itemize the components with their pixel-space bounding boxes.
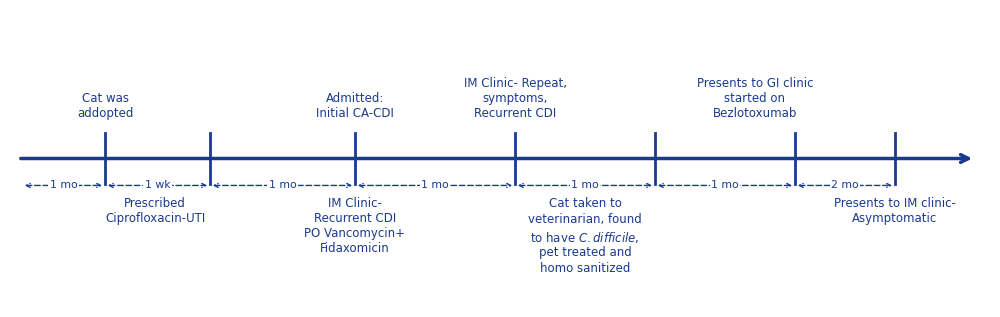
Text: 1 mo: 1 mo (571, 180, 599, 191)
Text: 1 mo: 1 mo (269, 180, 296, 191)
Text: Prescribed
Ciprofloxacin-UTI: Prescribed Ciprofloxacin-UTI (105, 197, 205, 224)
Text: homo sanitized: homo sanitized (540, 262, 630, 275)
Text: veterinarian, found: veterinarian, found (528, 213, 642, 226)
Text: 1 mo: 1 mo (711, 180, 739, 191)
Text: 2 mo: 2 mo (831, 180, 859, 191)
Text: to have $\it{C. difficile}$,: to have $\it{C. difficile}$, (530, 230, 640, 244)
Text: 1 mo: 1 mo (50, 180, 77, 191)
Text: Cat taken to: Cat taken to (549, 197, 621, 210)
Text: 1 wk: 1 wk (145, 180, 170, 191)
Text: IM Clinic- Repeat,
symptoms,
Recurrent CDI: IM Clinic- Repeat, symptoms, Recurrent C… (464, 77, 566, 120)
Text: pet treated and: pet treated and (539, 246, 631, 259)
Text: IM Clinic-
Recurrent CDI
PO Vancomycin+
Fidaxomicin: IM Clinic- Recurrent CDI PO Vancomycin+ … (304, 197, 406, 255)
Text: 1 mo: 1 mo (421, 180, 449, 191)
Text: Presents to IM clinic-
Asymptomatic: Presents to IM clinic- Asymptomatic (834, 197, 956, 224)
Text: Cat was
addopted: Cat was addopted (77, 93, 133, 120)
Text: Admitted:
Initial CA-CDI: Admitted: Initial CA-CDI (316, 93, 394, 120)
Text: Presents to GI clinic
started on
Bezlotoxumab: Presents to GI clinic started on Bezloto… (697, 77, 813, 120)
